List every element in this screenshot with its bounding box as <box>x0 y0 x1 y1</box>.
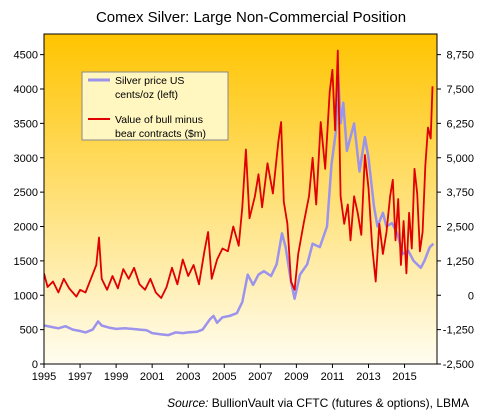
y-left-tick-label: 2000 <box>14 222 38 234</box>
plot-border <box>43 33 438 365</box>
y-left-tick-label: 1500 <box>14 256 38 268</box>
y-right-tick-label: 0 <box>468 290 474 302</box>
y-right-tick-label: 5,000 <box>446 153 474 165</box>
y-right-tick-label: -2,500 <box>443 359 474 371</box>
y-right-tick-label: 8,750 <box>446 50 474 62</box>
legend-label-silver-line2: cents/oz (left) <box>115 89 178 101</box>
y-right-tick-label: 7,500 <box>446 84 474 96</box>
x-tick-label: 2001 <box>140 371 164 383</box>
x-tick-label: 2013 <box>356 371 380 383</box>
x-tick-label: 2011 <box>321 371 345 383</box>
series-line-silver-price <box>44 74 435 337</box>
chart-title: Comex Silver: Large Non-Commercial Posit… <box>96 9 406 26</box>
x-tick-label: 1995 <box>32 371 56 383</box>
x-tick-label: 1999 <box>104 371 128 383</box>
y-left-tick-label: 4500 <box>14 50 38 62</box>
series-line-bull-minus-bear <box>44 49 434 299</box>
legend-label-silver-line1: Silver price US <box>115 75 184 87</box>
x-tick-label: 2009 <box>284 371 308 383</box>
legend-label-bullbear-line1: Value of bull minus <box>115 114 203 126</box>
axis-layer: 1995 1997 1999 2001 2003 2005 2007 2009 2011 2013… <box>14 50 474 383</box>
series-layer <box>44 49 435 337</box>
y-left-tick-label: 500 <box>20 325 38 337</box>
y-right-tick-label: -1,250 <box>443 325 474 337</box>
source-text: BullionVault via CFTC (futures & options… <box>208 396 469 410</box>
x-tick-label: 2015 <box>392 371 416 383</box>
source-note: Source: BullionVault via CFTC (futures &… <box>167 396 469 410</box>
legend: Silver price US cents/oz (left) Value of… <box>81 71 229 141</box>
y-left-tick-label: 3000 <box>14 153 38 165</box>
y-right-tick-label: 1,250 <box>446 256 474 268</box>
source-prefix: Source: <box>167 396 208 410</box>
y-left-tick-label: 0 <box>32 359 38 371</box>
y-right-tick-label: 2,500 <box>446 222 474 234</box>
x-tick-label: 2007 <box>248 371 272 383</box>
y-right-tick-label: 3,750 <box>446 187 474 199</box>
legend-box <box>81 71 229 141</box>
x-tick-label: 2003 <box>176 371 200 383</box>
y-left-tick-label: 3500 <box>14 118 38 130</box>
x-tick-label: 1997 <box>68 371 92 383</box>
y-left-tick-label: 4000 <box>14 84 38 96</box>
y-left-tick-label: 2500 <box>14 187 38 199</box>
y-right-tick-label: 6,250 <box>446 118 474 130</box>
legend-label-bullbear-line2: bear contracts ($m) <box>115 128 206 140</box>
x-tick-label: 2005 <box>212 371 236 383</box>
y-left-tick-label: 1000 <box>14 290 38 302</box>
